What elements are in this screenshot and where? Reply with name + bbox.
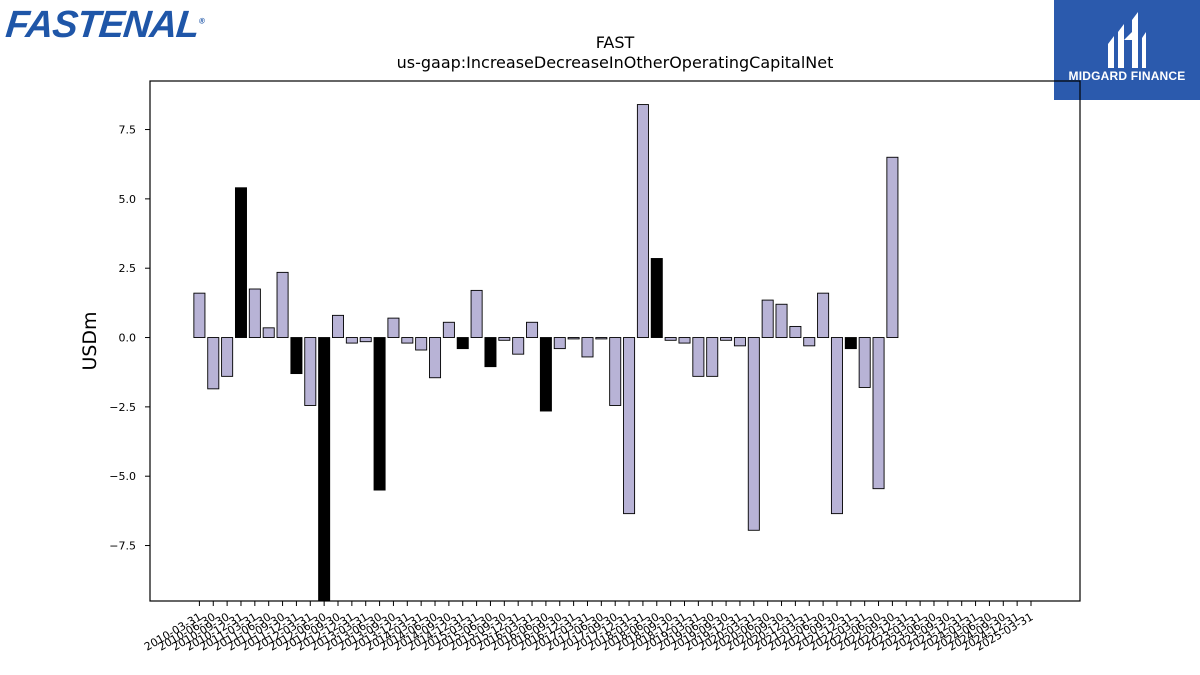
bar-2020-06-30 xyxy=(761,299,774,338)
bars-layer xyxy=(193,104,899,601)
bar-2022-09-30 xyxy=(886,156,899,338)
bar-2019-06-30 xyxy=(706,337,719,377)
bar-2012-06-30 xyxy=(318,337,331,601)
bar-2014-03-31 xyxy=(415,337,428,351)
bar-2010-06-30 xyxy=(207,337,220,390)
y-tick-label: 0.0 xyxy=(119,332,137,345)
bar-2013-03-31 xyxy=(359,337,372,343)
bar-2016-09-30 xyxy=(553,337,566,350)
chart-subtitle: us-gaap:IncreaseDecreaseInOtherOperating… xyxy=(396,53,834,72)
bar-2014-09-30 xyxy=(442,321,455,338)
bar-2017-09-30 xyxy=(609,337,622,406)
bar-2017-03-31 xyxy=(581,337,594,358)
y-tick-label: 7.5 xyxy=(119,124,137,137)
bar-2010-09-30 xyxy=(221,337,234,377)
bar-2019-12-31 xyxy=(733,337,746,347)
bar-2016-06-30 xyxy=(539,337,552,412)
chart-title: FAST xyxy=(595,33,635,52)
bar-2016-12-31 xyxy=(567,337,580,340)
bar-2021-12-31 xyxy=(844,337,857,350)
y-tick-label: 2.5 xyxy=(119,262,137,275)
x-axis: 2010-03-312010-06-302010-09-302010-12-31… xyxy=(142,601,1036,654)
y-tick-label: −2.5 xyxy=(109,401,136,414)
publisher-badge: MIDGARD FINANCE xyxy=(1054,0,1200,100)
bar-2015-03-31 xyxy=(470,289,483,338)
bar-2012-09-30 xyxy=(332,314,344,338)
bar-2015-09-30 xyxy=(498,337,511,341)
bar-2014-12-31 xyxy=(456,337,469,350)
y-tick-label: −5.0 xyxy=(109,470,136,483)
bar-2016-03-31 xyxy=(526,321,539,338)
bar-2011-09-30 xyxy=(276,271,289,338)
bar-2021-06-30 xyxy=(817,292,830,338)
bar-2011-06-30 xyxy=(262,327,275,338)
y-tick-label: 5.0 xyxy=(119,193,137,206)
bar-2020-03-31 xyxy=(747,337,760,531)
bar-2013-12-31 xyxy=(401,337,414,344)
bar-2012-12-31 xyxy=(345,337,358,344)
bar-2017-12-31 xyxy=(623,337,636,515)
bar-2010-12-31 xyxy=(234,187,247,338)
y-axis: −7.5 −5.0 −2.5 0.0 2.5 5.0 7.5 xyxy=(109,124,150,553)
bar-2022-06-30 xyxy=(872,337,885,490)
bar-2015-12-31 xyxy=(512,337,525,355)
bar-2021-09-30 xyxy=(830,337,843,515)
bar-2019-03-31 xyxy=(692,337,705,377)
bar-2011-03-31 xyxy=(248,288,261,338)
bar-2011-12-31 xyxy=(290,337,303,375)
bar-2012-03-31 xyxy=(304,337,317,406)
bar-2020-12-31 xyxy=(789,325,802,338)
bar-2019-09-30 xyxy=(720,337,733,341)
bar-2018-09-30 xyxy=(664,337,677,341)
y-tick-label: −7.5 xyxy=(109,540,136,553)
bar-2018-06-30 xyxy=(650,258,663,338)
bar-2015-06-30 xyxy=(484,337,497,368)
midgard-logo-icon xyxy=(1108,12,1146,68)
bar-2021-03-31 xyxy=(803,337,816,347)
bar-2020-09-30 xyxy=(775,303,788,338)
publisher-name: MIDGARD FINANCE xyxy=(1068,69,1186,83)
bar-2013-09-30 xyxy=(387,317,400,338)
bar-2017-06-30 xyxy=(595,337,608,340)
bar-2013-06-30 xyxy=(373,337,386,491)
bar-2014-06-30 xyxy=(429,337,442,379)
bar-2022-03-31 xyxy=(858,337,871,388)
bar-2018-12-31 xyxy=(678,337,691,344)
y-axis-label: USDm xyxy=(79,311,101,370)
bar-2010-03-31 xyxy=(193,292,206,338)
bar-2018-03-31 xyxy=(636,104,649,338)
